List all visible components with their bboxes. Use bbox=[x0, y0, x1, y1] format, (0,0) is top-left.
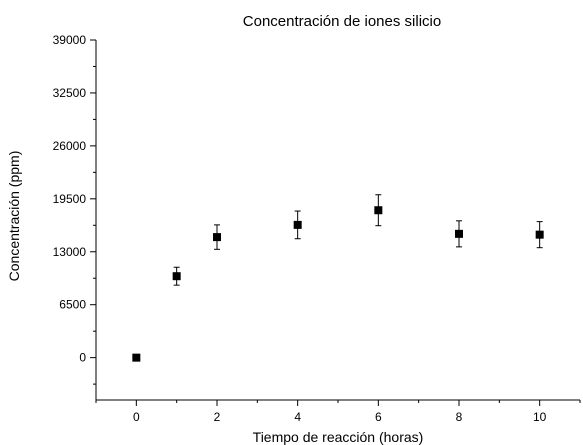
data-point bbox=[374, 206, 383, 215]
y-tick-label: 0 bbox=[79, 351, 86, 365]
data-point bbox=[213, 233, 221, 242]
x-tick-label: 6 bbox=[375, 410, 382, 424]
data-points bbox=[132, 206, 544, 362]
y-tick-label: 39000 bbox=[53, 33, 87, 47]
x-tick-label: 10 bbox=[533, 410, 547, 424]
data-point bbox=[535, 230, 544, 239]
error-bars bbox=[173, 194, 543, 286]
y-tick-label: 32500 bbox=[53, 86, 87, 100]
x-tick-label: 2 bbox=[214, 410, 221, 424]
x-tick-label: 4 bbox=[294, 410, 301, 424]
data-point bbox=[455, 229, 463, 238]
chart-title: Concentración de iones silicio bbox=[243, 13, 441, 30]
data-point bbox=[293, 220, 302, 229]
axes bbox=[95, 40, 580, 401]
data-point bbox=[172, 272, 181, 281]
y-tick-label: 6500 bbox=[59, 298, 86, 312]
y-tick-label: 13000 bbox=[53, 245, 87, 259]
y-axis-ticks: 0 6500 13000 19500 26000 32500 39000 bbox=[53, 33, 96, 385]
data-point bbox=[132, 353, 141, 362]
x-tick-label: 8 bbox=[456, 410, 463, 424]
y-axis-label: Concentración (ppm) bbox=[6, 151, 22, 282]
x-axis-ticks: 0 2 4 6 8 10 bbox=[95, 400, 581, 424]
y-tick-label: 26000 bbox=[53, 139, 87, 153]
x-tick-label: 0 bbox=[133, 410, 140, 424]
y-tick-label: 19500 bbox=[53, 192, 87, 206]
x-axis-label: Tiempo de reacción (horas) bbox=[253, 429, 424, 445]
